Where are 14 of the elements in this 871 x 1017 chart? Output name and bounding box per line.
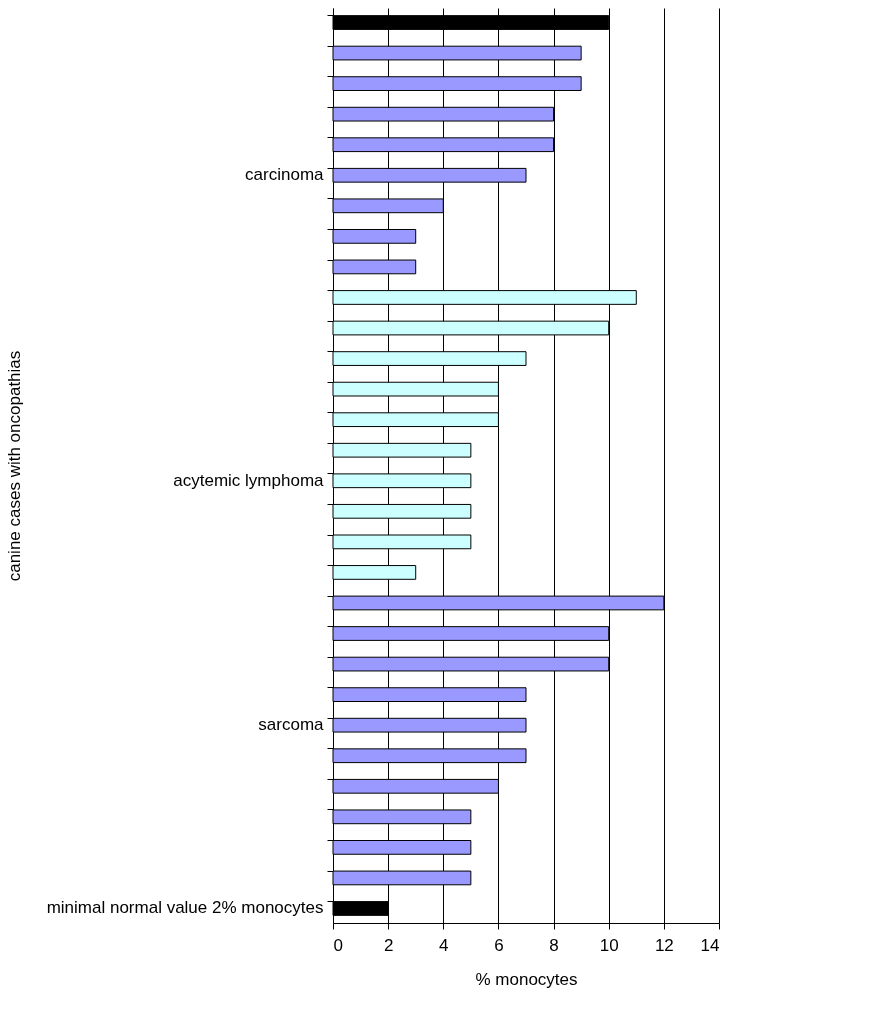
x-tick-label: 14 — [700, 935, 720, 955]
x-axis-title: % monocytes — [475, 969, 578, 989]
y-axis-title: canine cases with oncopathias — [4, 350, 24, 582]
x-tick-label: 6 — [494, 935, 504, 955]
y-tick-label: carcinoma — [245, 165, 325, 185]
y-tick-label: acytemic lymphoma — [173, 470, 325, 490]
x-tick-label: 12 — [654, 935, 674, 955]
x-tick-label: 4 — [439, 935, 449, 955]
x-tick-label: 10 — [599, 935, 619, 955]
x-tick-label: 8 — [549, 935, 559, 955]
x-tick-label: 2 — [383, 935, 394, 955]
y-tick-label: minimal normal value 2% monocytes — [46, 898, 324, 918]
y-tick-label: sarcoma — [258, 715, 325, 735]
x-tick-label: 0 — [333, 935, 343, 955]
